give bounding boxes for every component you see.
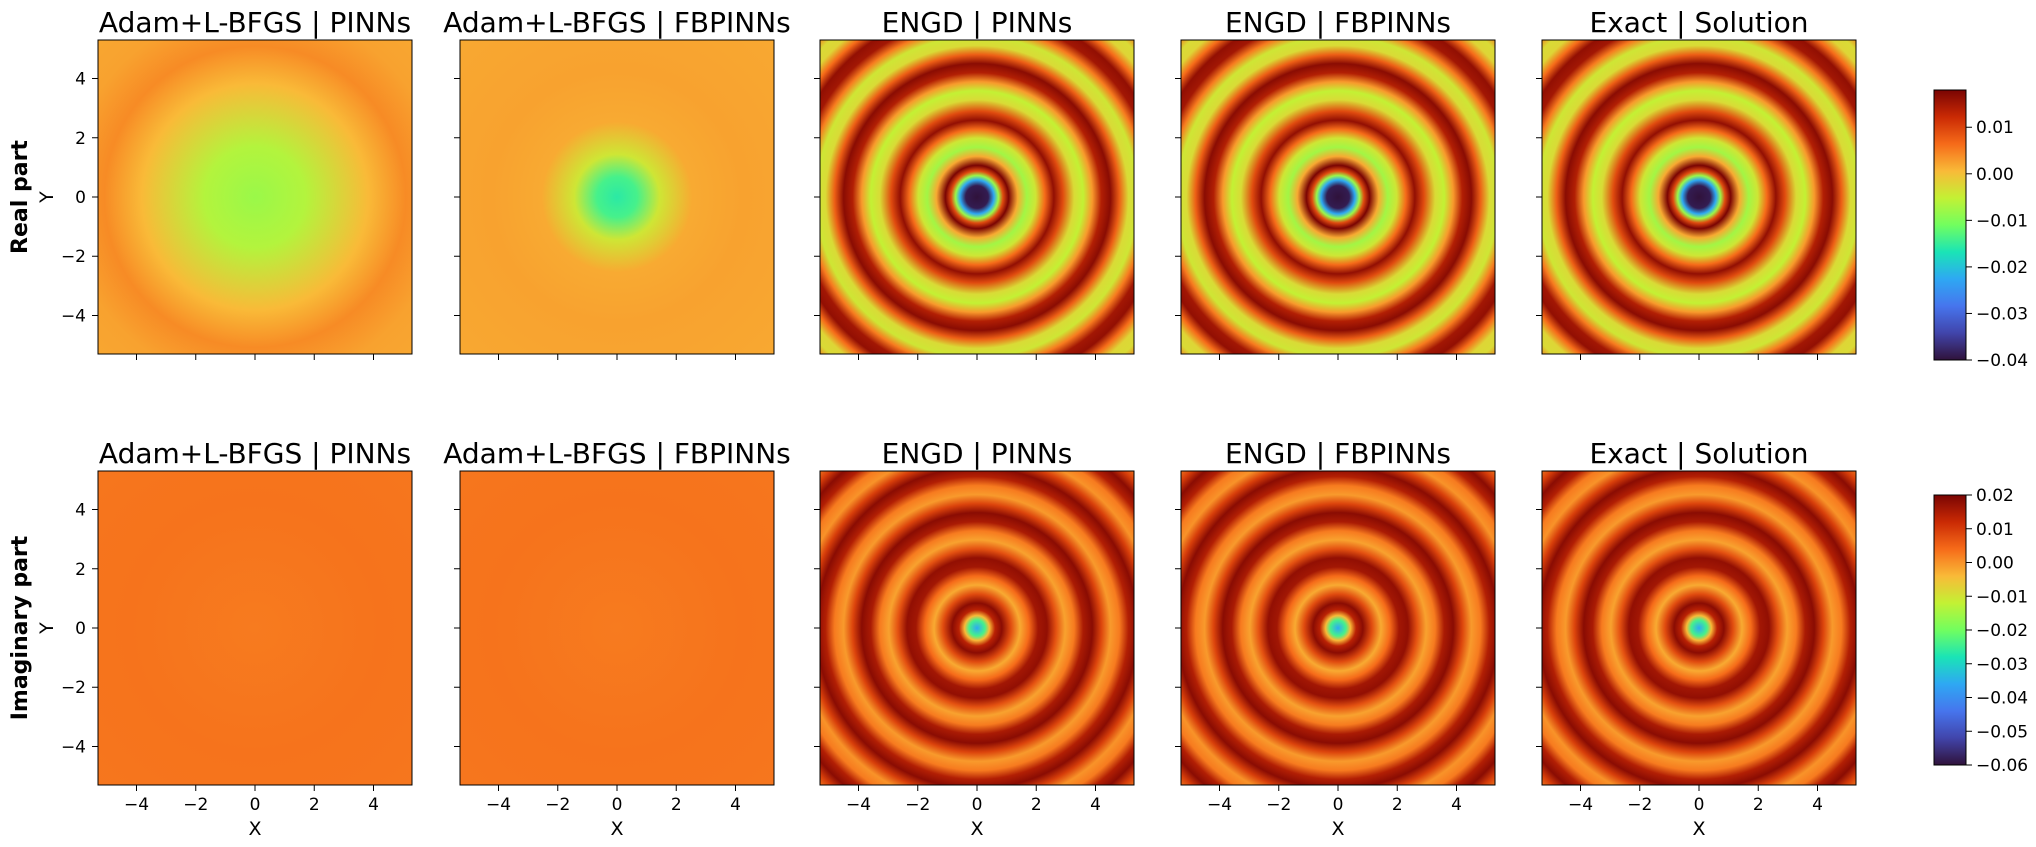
x-tick-label: −2 — [905, 795, 930, 815]
x-axis-label: X — [610, 818, 623, 840]
colorbar — [1933, 494, 1967, 766]
y-tick-label: −2 — [61, 247, 86, 267]
heatmap-panel — [820, 471, 1134, 785]
x-tick-label: −2 — [183, 795, 208, 815]
row-label: Imaginary part — [8, 535, 33, 720]
x-tick-label: 0 — [250, 795, 261, 815]
panel-title: ENGD | FBPINNs — [1225, 6, 1451, 39]
x-tick-label: −2 — [1266, 795, 1291, 815]
x-tick-label: 2 — [671, 795, 682, 815]
panel-title: Adam+L-BFGS | FBPINNs — [443, 437, 791, 470]
y-axis-label: Y — [36, 191, 58, 204]
y-tick-label: −4 — [61, 306, 86, 326]
y-tick-label: −2 — [61, 678, 86, 698]
colorbar-tick-label: 0.01 — [1976, 118, 2014, 138]
colorbar-tick-label: −0.04 — [1976, 351, 2028, 371]
panel-title: ENGD | PINNs — [882, 437, 1073, 470]
x-axis-label: X — [248, 818, 261, 840]
heatmap-panel — [1181, 471, 1495, 785]
x-tick-label: −4 — [846, 795, 871, 815]
x-axis-label: X — [1692, 818, 1705, 840]
panel-title: Adam+L-BFGS | PINNs — [99, 6, 411, 39]
x-tick-label: 4 — [1090, 795, 1101, 815]
colorbar-tick-label: 0.02 — [1976, 486, 2014, 506]
x-tick-label: 0 — [972, 795, 983, 815]
x-tick-label: 4 — [1812, 795, 1823, 815]
heatmap-panel — [1542, 40, 1856, 354]
x-tick-label: 4 — [730, 795, 741, 815]
panel-title: ENGD | PINNs — [882, 6, 1073, 39]
x-tick-label: 0 — [1333, 795, 1344, 815]
colorbar-tick-label: −0.03 — [1976, 304, 2028, 324]
colorbar — [1933, 89, 1967, 361]
x-tick-label: −4 — [124, 795, 149, 815]
x-tick-label: −4 — [486, 795, 511, 815]
y-tick-label: 0 — [75, 619, 86, 639]
heatmap-panel — [1542, 471, 1856, 785]
colorbar-tick-label: −0.03 — [1976, 655, 2028, 675]
x-tick-label: −2 — [1627, 795, 1652, 815]
y-tick-label: 0 — [75, 188, 86, 208]
heatmap-panel — [460, 471, 774, 785]
colorbar-tick-label: −0.06 — [1976, 756, 2028, 776]
colorbar-tick-label: 0.00 — [1976, 554, 2014, 574]
x-tick-label: 4 — [368, 795, 379, 815]
heatmap-panel — [460, 40, 774, 354]
panel-title: Adam+L-BFGS | FBPINNs — [443, 6, 791, 39]
colorbar-tick-label: −0.02 — [1976, 621, 2028, 641]
heatmap-panel — [98, 471, 412, 785]
y-axis-label: Y — [36, 622, 58, 635]
colorbar-tick-label: −0.01 — [1976, 211, 2028, 231]
colorbar-tick-label: 0.00 — [1976, 165, 2014, 185]
x-axis-label: X — [970, 818, 983, 840]
colorbar-tick-label: −0.02 — [1976, 258, 2028, 278]
x-tick-label: 0 — [1694, 795, 1705, 815]
colorbar-tick-label: −0.05 — [1976, 722, 2028, 742]
y-tick-label: −4 — [61, 737, 86, 757]
x-tick-label: 2 — [1031, 795, 1042, 815]
heatmap-panel — [98, 40, 412, 354]
x-tick-label: 2 — [1753, 795, 1764, 815]
y-tick-label: 2 — [75, 560, 86, 580]
colorbar-tick-label: −0.01 — [1976, 587, 2028, 607]
heatmap-panel — [1181, 40, 1495, 354]
panel-title: Exact | Solution — [1589, 6, 1808, 39]
x-tick-label: −4 — [1568, 795, 1593, 815]
panel-title: ENGD | FBPINNs — [1225, 437, 1451, 470]
x-tick-label: 4 — [1451, 795, 1462, 815]
x-axis-label: X — [1331, 818, 1344, 840]
y-tick-label: 2 — [75, 129, 86, 149]
x-tick-label: −4 — [1207, 795, 1232, 815]
y-tick-label: 4 — [75, 70, 86, 90]
colorbar-tick-label: 0.01 — [1976, 520, 2014, 540]
heatmap-panel — [820, 40, 1134, 354]
x-tick-label: 2 — [309, 795, 320, 815]
x-tick-label: 2 — [1392, 795, 1403, 815]
panel-title: Adam+L-BFGS | PINNs — [99, 437, 411, 470]
x-tick-label: −2 — [545, 795, 570, 815]
panel-title: Exact | Solution — [1589, 437, 1808, 470]
y-tick-label: 4 — [75, 501, 86, 521]
colorbar-tick-label: −0.04 — [1976, 689, 2028, 709]
row-label: Real part — [8, 140, 33, 254]
x-tick-label: 0 — [612, 795, 623, 815]
